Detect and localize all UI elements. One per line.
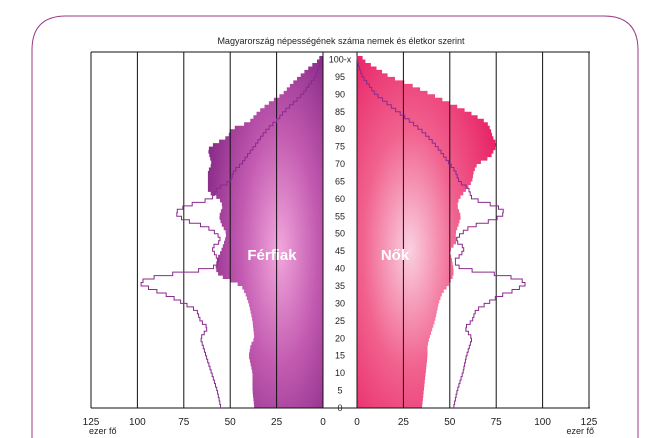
age-label-70: 70 [335,159,345,169]
age-axis-labels: 0 5 10 15 20 25 30 35 40 45 50 55 60 65 70 75 80 85 90 95 10… [329,55,352,414]
age-label-20: 20 [335,333,345,343]
x-tick-left-0: 0 [320,417,326,428]
age-label-100: 100-x [329,55,352,65]
age-label-65: 65 [335,177,345,187]
age-label-90: 90 [335,89,345,99]
age-label-60: 60 [335,194,345,204]
male-outline [140,56,322,408]
x-axis-labels: 0 0 25 25 50 50 75 75 100 100 125 125 [83,417,598,428]
x-tick-right-125: 125 [581,417,598,428]
x-tick-left-125: 125 [83,417,100,428]
x-tick-right-0: 0 [354,417,360,428]
male-population-area [207,56,323,408]
x-tick-left-75: 75 [178,417,190,428]
age-label-30: 30 [335,298,345,308]
male-area [207,56,323,408]
age-label-50: 50 [335,229,345,239]
x-tick-left-100: 100 [129,417,146,428]
age-label-35: 35 [335,281,345,291]
age-label-75: 75 [335,142,345,152]
age-label-10: 10 [335,368,345,378]
age-label-0: 0 [337,403,342,413]
female-outline [356,56,526,408]
x-tick-left-50: 50 [225,417,237,428]
grid-lines [90,51,590,409]
unit-label-left: ezer fő [89,426,117,436]
x-tick-left-25: 25 [271,417,283,428]
outline-lines [140,56,526,408]
age-label-40: 40 [335,264,345,274]
x-tick-right-50: 50 [444,417,456,428]
age-label-5: 5 [337,386,342,396]
female-label: Nők [381,247,410,264]
chart-title: Magyarország népességének száma nemek és… [217,36,465,46]
unit-label-right: ezer fő [566,426,594,436]
age-label-25: 25 [335,316,345,326]
x-tick-right-75: 75 [491,417,503,428]
male-label: Férfiak [247,247,297,264]
age-label-45: 45 [335,246,345,256]
x-tick-right-100: 100 [534,417,551,428]
age-label-15: 15 [335,351,345,361]
age-label-55: 55 [335,211,345,221]
age-label-85: 85 [335,107,345,117]
age-label-80: 80 [335,124,345,134]
age-label-95: 95 [335,72,345,82]
x-tick-right-25: 25 [398,417,410,428]
female-population-area [357,56,497,408]
female-area [357,56,497,408]
